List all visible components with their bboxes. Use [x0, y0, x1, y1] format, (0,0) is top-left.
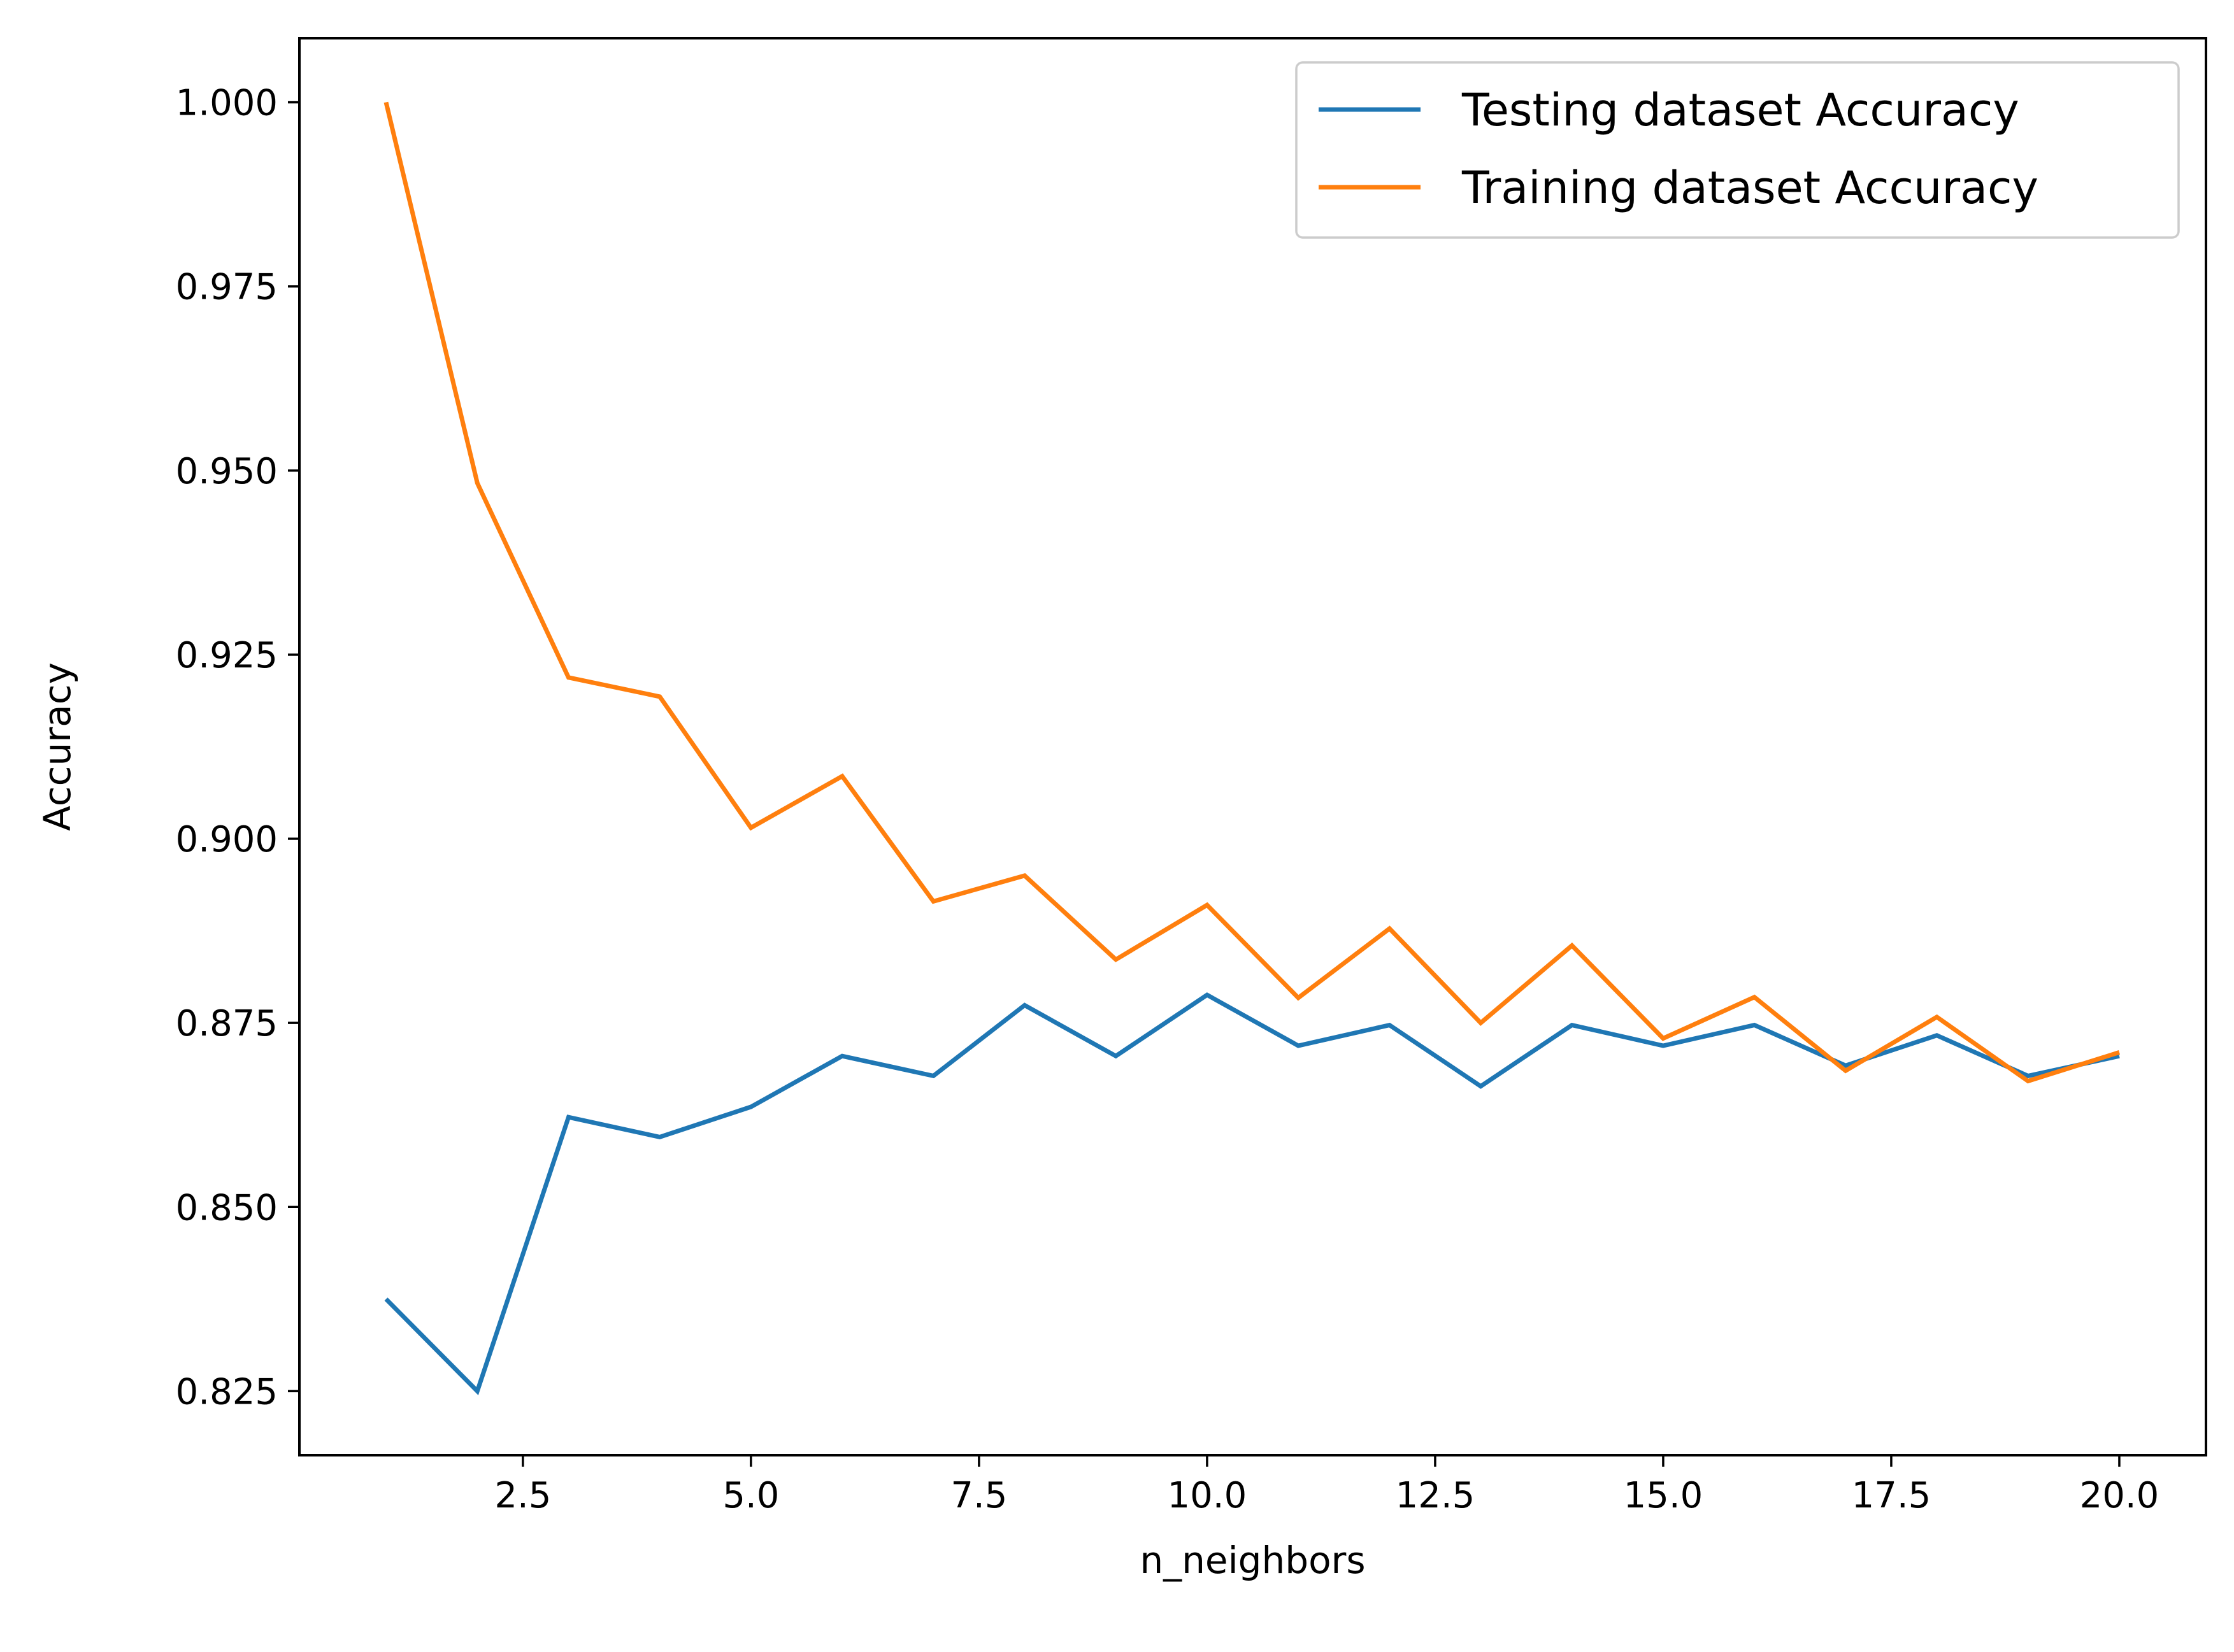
x-tick-label: 12.5 — [1396, 1475, 1475, 1516]
series-layer — [383, 101, 2121, 1395]
legend: Testing dataset Accuracy Training dataset… — [1295, 61, 2180, 239]
y-tick-label: 0.850 — [176, 1187, 278, 1228]
x-axis: 2.5 5.0 7.5 10.0 12.5 15.0 17.5 20.0 — [494, 1455, 2159, 1516]
y-tick-label: 0.900 — [176, 819, 278, 860]
x-tick-label: 5.0 — [722, 1475, 779, 1516]
x-tick-label: 20.0 — [2080, 1475, 2159, 1516]
x-tick-label: 7.5 — [950, 1475, 1007, 1516]
legend-label: Testing dataset Accuracy — [1461, 84, 2019, 136]
y-tick-label: 0.975 — [176, 267, 278, 308]
legend-label: Training dataset Accuracy — [1461, 162, 2038, 214]
plot-frame — [298, 37, 2207, 1456]
legend-box — [1295, 61, 2180, 239]
series-line-training — [383, 101, 2121, 1084]
x-axis-label: n_neighbors — [1140, 1539, 1365, 1582]
y-axis-label: Accuracy — [36, 662, 79, 831]
y-tick-label: 0.950 — [176, 451, 278, 492]
y-axis: 0.825 0.850 0.875 0.900 0.925 0.950 0.975 1.000 — [176, 83, 299, 1413]
y-tick-label: 0.825 — [176, 1371, 278, 1413]
y-tick-label: 0.925 — [176, 635, 278, 676]
x-tick-label: 15.0 — [1624, 1475, 1703, 1516]
x-tick-label: 10.0 — [1168, 1475, 1247, 1516]
x-tick-label: 17.5 — [1852, 1475, 1931, 1516]
y-tick-label: 0.875 — [176, 1003, 278, 1044]
y-tick-label: 1.000 — [176, 83, 278, 124]
x-tick-label: 2.5 — [494, 1475, 551, 1516]
